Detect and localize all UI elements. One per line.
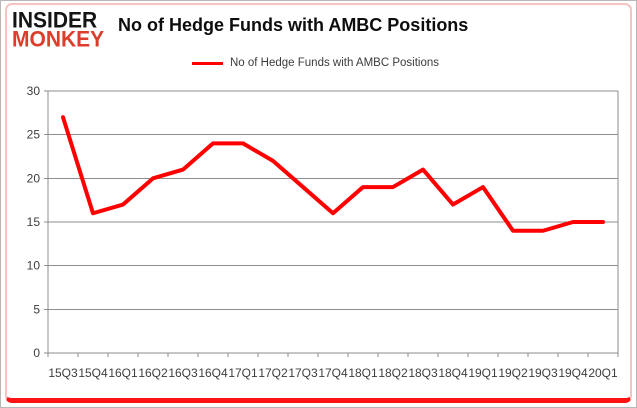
- x-tick-label: 17Q1: [228, 366, 258, 380]
- y-tick-label: 20: [27, 171, 41, 185]
- legend-label: No of Hedge Funds with AMBC Positions: [230, 57, 440, 69]
- x-tick-label: 16Q2: [138, 366, 168, 380]
- y-tick-label: 15: [27, 215, 41, 229]
- x-tick-label: 15Q4: [78, 366, 108, 380]
- x-tick-label: 16Q1: [108, 366, 138, 380]
- x-tick-label: 16Q4: [198, 366, 228, 380]
- x-tick-label: 17Q4: [318, 366, 348, 380]
- y-tick-label: 30: [27, 84, 41, 98]
- x-tick-label: 18Q2: [378, 366, 408, 380]
- x-tick-label: 18Q3: [408, 366, 438, 380]
- x-tick-label: 15Q3: [48, 366, 78, 380]
- y-tick-label: 10: [27, 259, 41, 273]
- legend-line-swatch: [192, 61, 223, 65]
- y-tick-label: 5: [33, 302, 40, 316]
- x-tick-label: 17Q2: [258, 366, 288, 380]
- x-tick-label: 19Q3: [528, 366, 558, 380]
- x-tick-label: 20Q1: [588, 366, 618, 380]
- y-tick-label: 0: [33, 346, 40, 360]
- series-line: [61, 115, 605, 233]
- logo-insider: INSIDER: [12, 8, 98, 33]
- x-tick-label: 18Q4: [438, 366, 468, 380]
- y-tick-label: 25: [27, 128, 41, 142]
- logo-monkey: MONKEY: [12, 27, 105, 52]
- x-tick-label: 19Q4: [558, 366, 588, 380]
- x-tick-label: 19Q2: [498, 366, 528, 380]
- insider-monkey-logo: INSIDER MONKEY: [12, 8, 105, 52]
- chart-title: No of Hedge Funds with AMBC Positions: [118, 15, 469, 35]
- x-tick-label: 17Q3: [288, 366, 318, 380]
- legend: No of Hedge Funds with AMBC Positions: [192, 57, 439, 69]
- x-tick-label: 16Q3: [168, 366, 198, 380]
- x-tick-label: 19Q1: [468, 366, 498, 380]
- x-tick-label: 18Q1: [348, 366, 378, 380]
